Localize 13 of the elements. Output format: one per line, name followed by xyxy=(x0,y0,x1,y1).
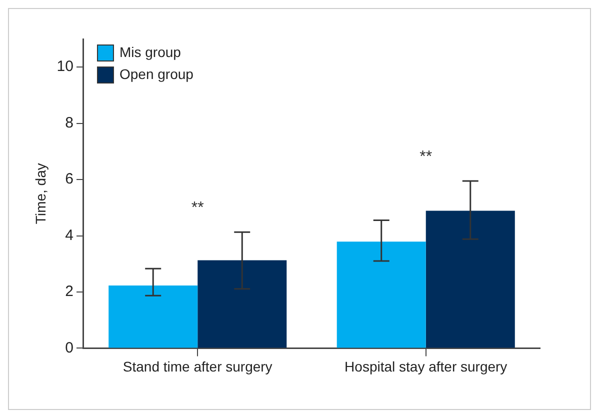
annotation: ** xyxy=(191,200,204,217)
legend-label: Mis group xyxy=(119,44,182,60)
y-tick-label: 4 xyxy=(65,226,74,244)
x-tick-label: Stand time after surgery xyxy=(122,358,272,374)
y-tick-label: 0 xyxy=(65,339,74,356)
annotation: ** xyxy=(420,148,432,166)
y-tick-label: 10 xyxy=(56,58,74,76)
legend-label: Open group xyxy=(119,66,194,82)
y-axis-title: Time, day xyxy=(32,163,48,224)
x-tick-label: Hospital stay after surgery xyxy=(344,358,508,374)
y-tick-label: 6 xyxy=(65,170,74,188)
y-tick-label: 2 xyxy=(65,283,74,300)
y-tick-label: 8 xyxy=(65,114,74,132)
